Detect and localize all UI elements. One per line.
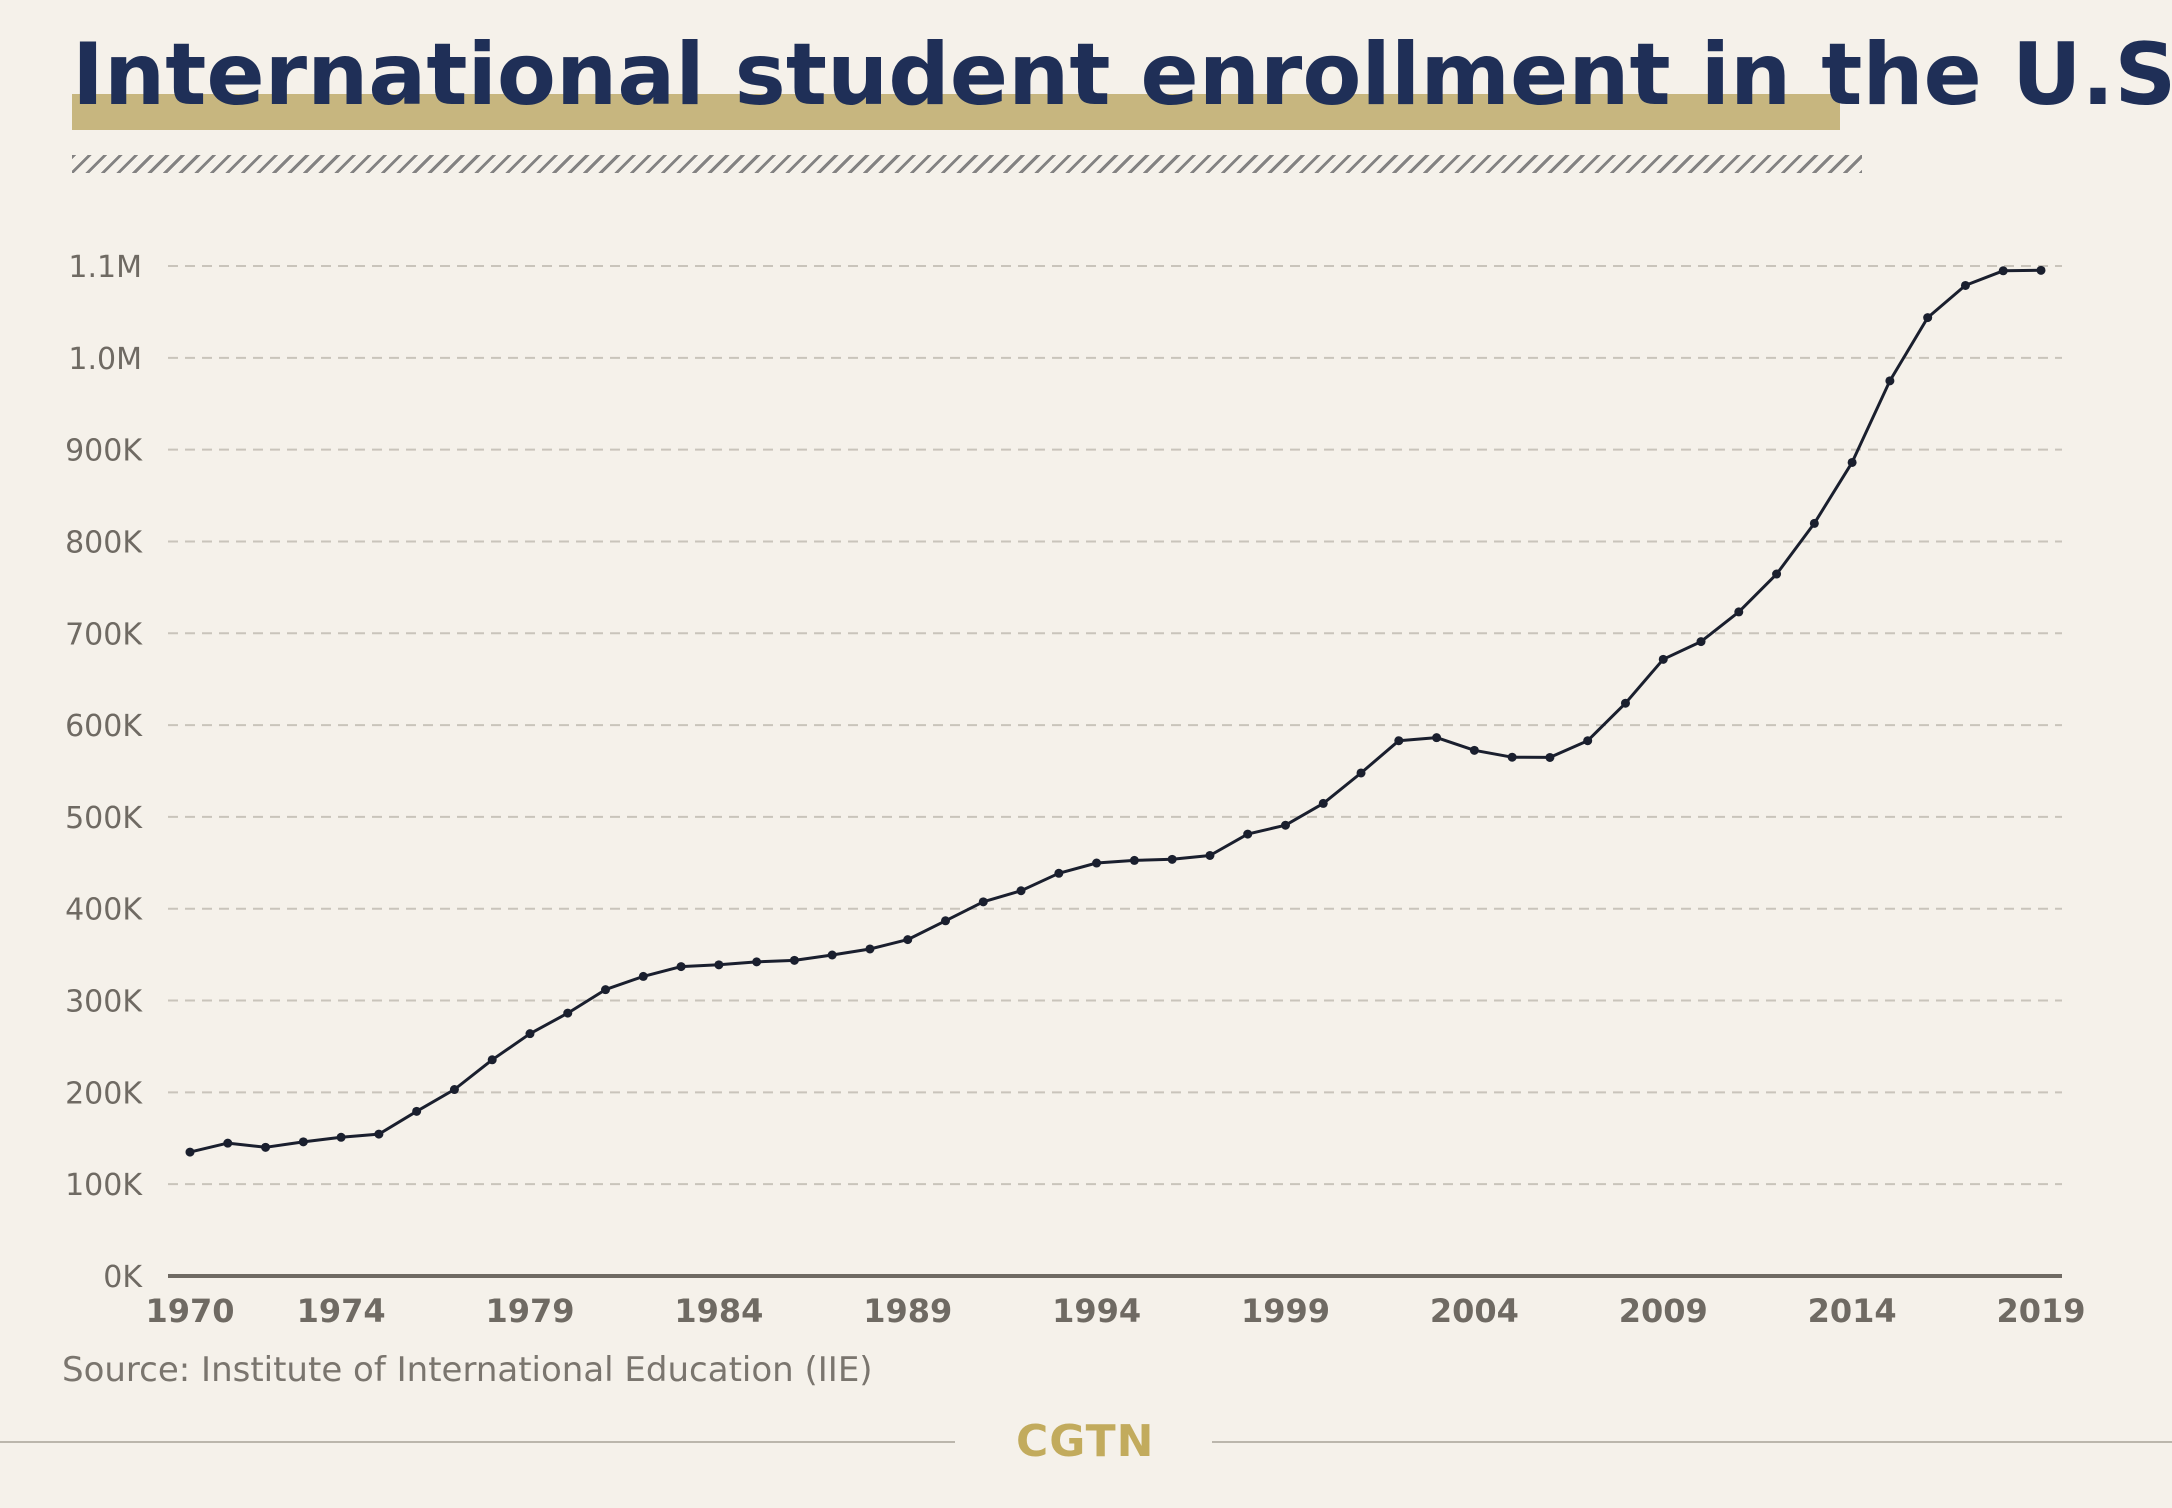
- x-tick-label: 2009: [1619, 1292, 1708, 1330]
- data-point: [1583, 736, 1593, 746]
- data-point: [1545, 752, 1555, 762]
- data-point: [1809, 518, 1819, 528]
- data-point: [1356, 768, 1366, 778]
- data-point: [601, 985, 611, 995]
- data-point: [1734, 607, 1744, 617]
- y-tick-label: 0K: [103, 1260, 143, 1295]
- data-point: [1507, 752, 1517, 762]
- data-point: [752, 957, 762, 967]
- data-point: [1923, 313, 1933, 323]
- footer-divider-right: [1212, 1441, 2172, 1443]
- data-point: [2036, 265, 2046, 275]
- x-axis-ticks: 1970 1974 1979 1984 1989 1994 1999 2004 2009 2014…: [145, 1292, 2085, 1330]
- data-point: [1016, 886, 1026, 896]
- data-point: [903, 935, 913, 945]
- data-point: [1847, 457, 1857, 467]
- data-point: [827, 950, 837, 960]
- grid-lines: [168, 265, 2062, 1186]
- data-point: [1469, 745, 1479, 755]
- data-point: [336, 1132, 346, 1142]
- y-tick-label: 200K: [65, 1076, 143, 1111]
- data-points: [185, 265, 2046, 1157]
- data-point: [714, 960, 724, 970]
- hatch-divider: [72, 155, 1862, 173]
- y-tick-label: 1.0M: [68, 342, 142, 377]
- data-point: [941, 916, 951, 926]
- x-tick-label: 1994: [1052, 1292, 1141, 1330]
- data-point: [1432, 733, 1442, 743]
- x-tick-label: 1999: [1241, 1292, 1330, 1330]
- data-point: [1885, 376, 1895, 386]
- y-tick-label: 1.1M: [68, 250, 142, 285]
- data-point: [487, 1055, 497, 1065]
- y-tick-label: 800K: [65, 525, 143, 560]
- data-point: [449, 1085, 459, 1095]
- data-point: [789, 955, 799, 965]
- y-axis-ticks: 0K 100K 200K 300K 400K 500K 600K 700K 800K 900K 1.…: [65, 250, 143, 1295]
- series-line: [189, 268, 2042, 1154]
- x-tick-label: 1989: [863, 1292, 952, 1330]
- data-point: [1960, 280, 1970, 290]
- x-tick-label: 2014: [1808, 1292, 1897, 1330]
- y-tick-label: 600K: [65, 709, 143, 744]
- data-point: [261, 1142, 271, 1152]
- footer-divider-left: [0, 1441, 955, 1443]
- data-point: [1167, 854, 1177, 864]
- source-note: Source: Institute of International Educa…: [62, 1350, 873, 1390]
- data-point: [1394, 736, 1404, 746]
- x-tick-label: 1984: [674, 1292, 763, 1330]
- data-point: [1998, 266, 2008, 276]
- data-point: [185, 1147, 195, 1157]
- title-highlight-bar: [72, 94, 1840, 130]
- data-point: [1658, 654, 1668, 664]
- data-point: [978, 897, 988, 907]
- data-point: [1129, 855, 1139, 865]
- data-point: [412, 1106, 422, 1116]
- data-point: [223, 1138, 233, 1148]
- data-point: [298, 1137, 308, 1147]
- y-tick-label: 300K: [65, 985, 143, 1020]
- data-point: [1772, 569, 1782, 579]
- x-tick-label: 1974: [297, 1292, 386, 1330]
- y-tick-label: 500K: [65, 801, 143, 836]
- y-tick-label: 900K: [65, 434, 143, 469]
- data-point: [1092, 858, 1102, 868]
- data-point: [1620, 698, 1630, 708]
- page-title: International student enrollment in the …: [72, 25, 2172, 125]
- x-tick-label: 2004: [1430, 1292, 1519, 1330]
- x-tick-label: 1970: [145, 1292, 234, 1330]
- data-point: [1318, 798, 1328, 808]
- y-tick-label: 400K: [65, 893, 143, 928]
- data-point: [1243, 829, 1253, 839]
- data-point: [563, 1008, 573, 1018]
- y-tick-label: 100K: [65, 1168, 143, 1203]
- data-point: [638, 971, 648, 981]
- data-point: [1696, 637, 1706, 647]
- data-point: [1205, 850, 1215, 860]
- x-tick-label: 2019: [1996, 1292, 2085, 1330]
- data-point: [525, 1029, 535, 1039]
- cgtn-logo: CGTN: [1016, 1416, 1155, 1467]
- data-point: [1280, 820, 1290, 830]
- data-point: [865, 944, 875, 954]
- data-point: [374, 1129, 384, 1139]
- x-tick-label: 1979: [485, 1292, 574, 1330]
- data-point: [1054, 868, 1064, 878]
- y-tick-label: 700K: [65, 617, 143, 652]
- data-point: [676, 962, 686, 972]
